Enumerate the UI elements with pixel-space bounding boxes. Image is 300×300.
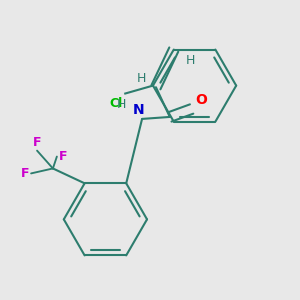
Text: H: H [186, 53, 195, 67]
Text: H: H [137, 72, 146, 85]
Text: F: F [33, 136, 41, 148]
Text: H: H [117, 98, 126, 111]
Text: N: N [132, 103, 144, 117]
Text: F: F [59, 150, 68, 163]
Text: F: F [21, 167, 29, 180]
Text: Cl: Cl [109, 98, 122, 110]
Text: O: O [196, 93, 207, 107]
